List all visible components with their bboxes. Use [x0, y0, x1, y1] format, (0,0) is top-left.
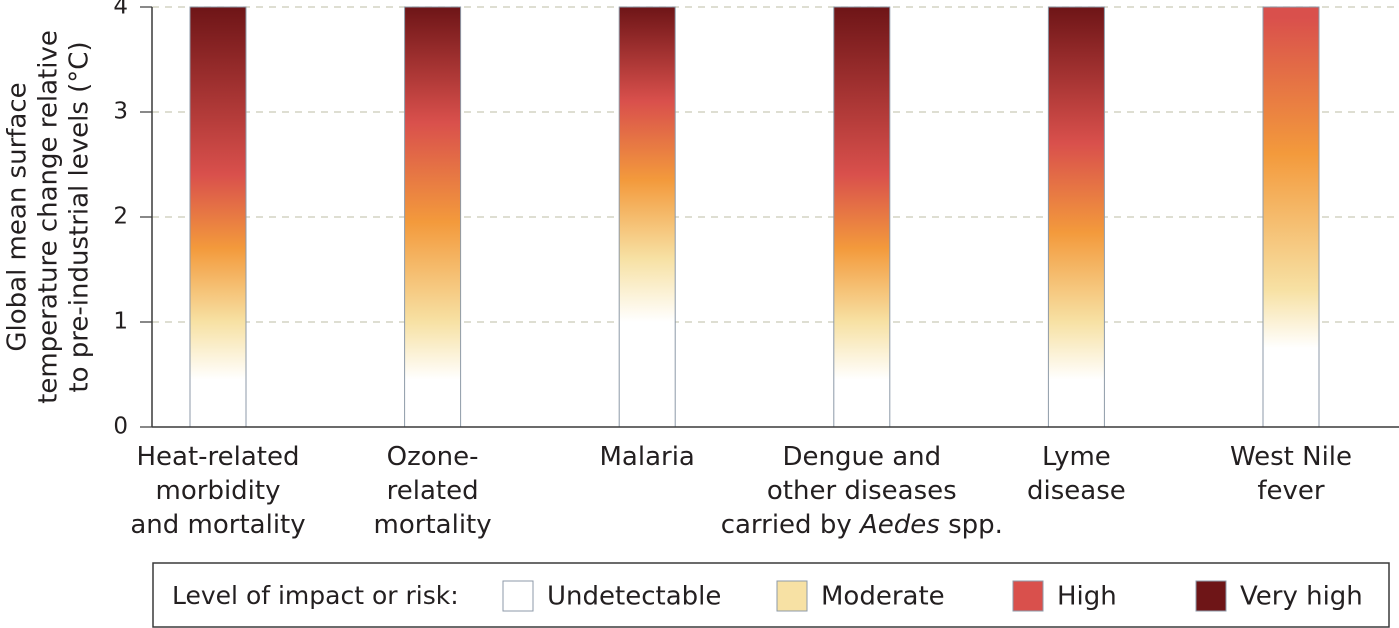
legend-box	[152, 562, 1390, 628]
x-tick-label-part: Lyme	[1042, 442, 1111, 472]
x-tick-label-part: mortality	[374, 510, 492, 540]
y-axis-title: temperature change relative	[34, 30, 64, 404]
x-tick-label-part: fever	[1257, 476, 1325, 506]
x-tick-label: disease	[1027, 476, 1126, 506]
x-tick-label-part: other diseases	[767, 476, 957, 506]
x-tick-label: Malaria	[600, 442, 695, 472]
y-axis-title: to pre-industrial levels (°C)	[65, 41, 95, 392]
x-tick-label-part: morbidity	[156, 476, 281, 506]
x-tick-label-part: Heat-related	[136, 442, 299, 472]
x-tick-label: Heat-related	[136, 442, 299, 472]
legend-swatch	[502, 580, 534, 612]
x-tick-label: mortality	[374, 510, 492, 540]
x-tick-label-part: West Nile	[1230, 442, 1352, 472]
legend-swatch	[776, 580, 808, 612]
x-tick-label-part: related	[387, 476, 479, 506]
x-tick-label-part: Aedes	[858, 510, 940, 540]
x-tick-label-part: Ozone-	[387, 442, 479, 472]
y-tick-label: 3	[113, 99, 128, 125]
x-tick-label: Ozone-	[387, 442, 479, 472]
y-axis-title: Global mean surface	[3, 82, 33, 351]
legend-title: Level of impact or risk:	[172, 581, 459, 610]
x-tick-label: fever	[1257, 476, 1325, 506]
y-tick-label: 1	[113, 309, 128, 335]
y-tick-label: 2	[113, 204, 128, 230]
x-tick-label: other diseases	[767, 476, 957, 506]
legend-label: Moderate	[821, 582, 945, 612]
legend-swatch	[1012, 580, 1044, 612]
ember-bar	[404, 6, 462, 428]
x-tick-label: related	[387, 476, 479, 506]
x-tick-label-part: Dengue and	[782, 442, 941, 472]
x-tick-label: carried by Aedes spp.	[721, 510, 1003, 540]
ember-bar	[618, 6, 676, 428]
x-tick-label: West Nile	[1230, 442, 1352, 472]
x-tick-label-part: disease	[1027, 476, 1126, 506]
ember-bar	[833, 6, 891, 428]
ember-bar	[189, 6, 247, 428]
ember-bar	[1262, 6, 1320, 428]
y-tick-label: 4	[113, 0, 128, 20]
legend-label: Very high	[1240, 582, 1363, 612]
legend-label: Undetectable	[547, 582, 721, 612]
x-tick-label: morbidity	[156, 476, 281, 506]
legend-swatch	[1195, 580, 1227, 612]
x-tick-label-part: carried by	[721, 510, 860, 540]
ember-bar	[1047, 6, 1105, 428]
x-tick-label: Lyme	[1042, 442, 1111, 472]
x-tick-label: and mortality	[130, 510, 305, 540]
x-tick-label-part: spp.	[940, 510, 1003, 540]
x-tick-label-part: and mortality	[130, 510, 305, 540]
y-tick-label: 0	[113, 414, 128, 440]
legend-label: High	[1057, 582, 1117, 612]
x-tick-label: Dengue and	[782, 442, 941, 472]
x-tick-label-part: Malaria	[600, 442, 695, 472]
